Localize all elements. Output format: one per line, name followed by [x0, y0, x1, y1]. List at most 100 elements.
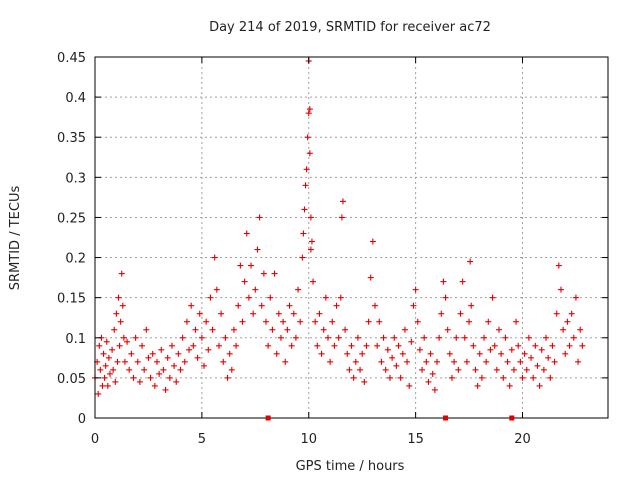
data-point — [308, 238, 315, 245]
data-point — [363, 342, 370, 349]
data-point — [483, 358, 490, 365]
data-point — [502, 334, 509, 341]
data-point — [521, 350, 528, 357]
data-point — [271, 270, 278, 277]
data-point — [457, 310, 464, 317]
gap-markers — [265, 415, 515, 421]
x-tick-label: 0 — [91, 432, 99, 447]
data-point — [105, 354, 112, 361]
data-point — [553, 310, 560, 317]
data-point — [134, 358, 141, 365]
data-point — [304, 134, 311, 141]
data-point — [302, 182, 309, 189]
data-point — [384, 346, 391, 353]
data-point — [442, 294, 449, 301]
data-point — [233, 342, 240, 349]
data-point — [342, 326, 349, 333]
data-point — [327, 358, 334, 365]
data-point — [419, 366, 426, 373]
data-point — [536, 382, 543, 389]
data-point — [453, 334, 460, 341]
data-point — [534, 362, 541, 369]
data-point — [126, 366, 133, 373]
data-point — [120, 334, 127, 341]
data-point — [237, 262, 244, 269]
data-point — [273, 350, 280, 357]
data-point — [416, 346, 423, 353]
data-point — [190, 342, 197, 349]
data-point — [316, 310, 323, 317]
data-point — [305, 110, 312, 117]
data-point — [393, 362, 400, 369]
data-point — [288, 342, 295, 349]
data-point — [463, 358, 470, 365]
data-point — [466, 318, 473, 325]
data-point — [119, 302, 126, 309]
data-point — [203, 318, 210, 325]
data-point — [485, 318, 492, 325]
data-point — [423, 358, 430, 365]
data-point — [286, 302, 293, 309]
data-point — [149, 350, 156, 357]
data-point — [307, 246, 314, 253]
data-point — [245, 294, 252, 301]
gap-marker — [509, 415, 515, 421]
data-point — [444, 326, 451, 333]
data-point — [528, 354, 535, 361]
data-point — [346, 366, 353, 373]
data-point — [282, 358, 289, 365]
data-point — [468, 302, 475, 309]
data-point — [399, 350, 406, 357]
data-point — [292, 334, 299, 341]
data-point — [564, 318, 571, 325]
data-point — [389, 354, 396, 361]
data-point — [295, 286, 302, 293]
data-point — [376, 318, 383, 325]
data-point — [540, 366, 547, 373]
data-point — [448, 374, 455, 381]
data-point — [575, 358, 582, 365]
data-point — [357, 366, 364, 373]
data-point — [132, 334, 139, 341]
y-tick-label: 0 — [78, 412, 86, 427]
data-point — [476, 350, 483, 357]
data-point — [395, 342, 402, 349]
data-point — [481, 334, 488, 341]
data-point — [436, 334, 443, 341]
data-point — [478, 374, 485, 381]
data-point — [280, 318, 287, 325]
data-point — [545, 354, 552, 361]
data-point — [547, 374, 554, 381]
data-point — [570, 334, 577, 341]
data-point — [207, 294, 214, 301]
data-point — [504, 358, 511, 365]
data-point — [179, 334, 186, 341]
data-point — [115, 294, 122, 301]
data-point — [97, 366, 104, 373]
data-point — [220, 358, 227, 365]
data-point — [183, 318, 190, 325]
data-point — [525, 334, 532, 341]
data-point — [192, 326, 199, 333]
data-point — [438, 310, 445, 317]
data-point — [124, 338, 131, 345]
data-point — [510, 366, 517, 373]
data-point — [508, 346, 515, 353]
data-point — [335, 334, 342, 341]
data-point — [116, 342, 123, 349]
data-point — [410, 302, 417, 309]
data-point — [95, 390, 102, 397]
y-axis-label: SRMTID / TECUs — [8, 186, 23, 291]
chart-title: Day 214 of 2019, SRMTID for receiver ac7… — [209, 20, 491, 35]
data-point — [173, 378, 180, 385]
data-point — [198, 334, 205, 341]
data-point — [455, 366, 462, 373]
data-point — [312, 318, 319, 325]
data-point — [338, 214, 345, 221]
data-point — [100, 350, 107, 357]
data-point — [211, 254, 218, 261]
data-point — [472, 366, 479, 373]
data-point — [241, 278, 248, 285]
